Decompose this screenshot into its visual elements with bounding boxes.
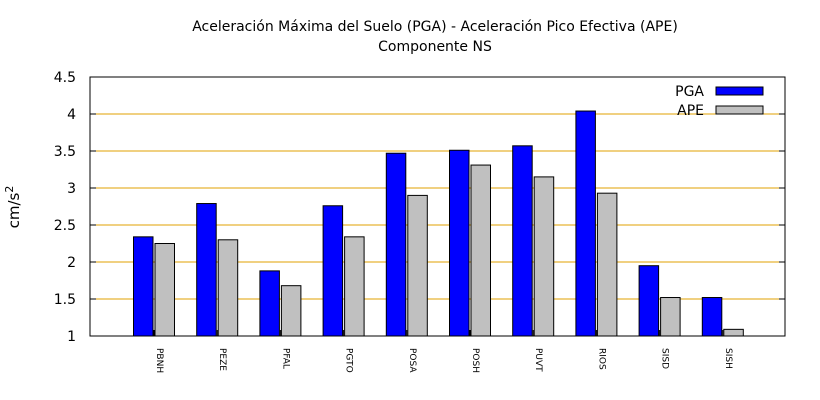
y-axis-label-superscript: 2 <box>3 186 16 193</box>
x-tick-label: PEZE <box>217 348 227 371</box>
bar-ape-posh <box>470 164 491 337</box>
y-tick-label: 4 <box>67 107 76 123</box>
bar-pga-pgto <box>322 205 344 337</box>
x-tick-label: PGTO <box>344 348 354 373</box>
legend-swatch-pga <box>715 86 764 96</box>
legend-label-pga: PGA <box>675 84 704 100</box>
x-tick-label: SISH <box>723 348 733 369</box>
bar-pga-posa <box>385 152 407 337</box>
x-tick-label: POSH <box>470 348 480 373</box>
y-tick-label: 2.5 <box>54 218 76 234</box>
y-tick-label: 1.5 <box>54 292 76 308</box>
bar-pga-pbnh <box>133 236 154 337</box>
y-tick-label: 2 <box>67 255 76 271</box>
y-tick-label: 3.5 <box>54 144 76 160</box>
y-tick-label: 3 <box>67 181 76 197</box>
x-tick-label: PBNH <box>154 348 164 373</box>
chart-subtitle: Componente NS <box>378 39 492 55</box>
y-tick-label: 1 <box>67 329 76 345</box>
bar-ape-sisd <box>660 297 681 337</box>
bar-pga-sisd <box>638 265 660 337</box>
x-tick-label: PFAL <box>280 348 290 369</box>
x-axis-categories: PBNH PEZE PFAL PGTO POSA POSH PUVT RIOS SISD SISH <box>153 330 733 373</box>
bar-ape-sish <box>723 328 744 337</box>
x-tick-label: POSA <box>407 348 417 373</box>
x-tick-label: RIOS <box>596 348 606 370</box>
plot-frame <box>89 76 786 337</box>
y-axis-ticks: 1 1.5 2 2.5 3 3.5 4 4.5 <box>54 70 785 345</box>
legend-swatch-ape <box>715 105 764 115</box>
x-tick-label: SISD <box>660 348 670 369</box>
bars <box>133 110 744 337</box>
x-tick-label: PUVT <box>533 348 543 372</box>
bar-pga-posh <box>449 149 470 337</box>
bar-ape-pfal <box>280 285 302 337</box>
bar-ape-posa <box>407 194 428 337</box>
bar-ape-peze <box>217 239 239 337</box>
y-tick-label: 4.5 <box>54 70 76 86</box>
legend: PGA APE <box>675 84 764 119</box>
legend-label-ape: APE <box>677 103 704 119</box>
bar-ape-pbnh <box>154 243 175 337</box>
bar-ape-puvt <box>533 176 555 337</box>
bar-pga-peze <box>196 203 217 337</box>
bar-pga-pfal <box>259 270 280 337</box>
bar-pga-sish <box>701 297 723 337</box>
chart-title: Aceleración Máxima del Suelo (PGA) - Ace… <box>192 19 678 35</box>
y-axis-label-unit: cm/s <box>5 192 23 228</box>
bar-pga-rios <box>575 110 596 337</box>
bar-ape-rios <box>596 192 618 337</box>
y-axis-label: cm/s2 <box>3 186 23 229</box>
grid-lines <box>90 113 785 300</box>
bar-ape-pgto <box>344 236 365 337</box>
bar-pga-puvt <box>512 145 533 337</box>
